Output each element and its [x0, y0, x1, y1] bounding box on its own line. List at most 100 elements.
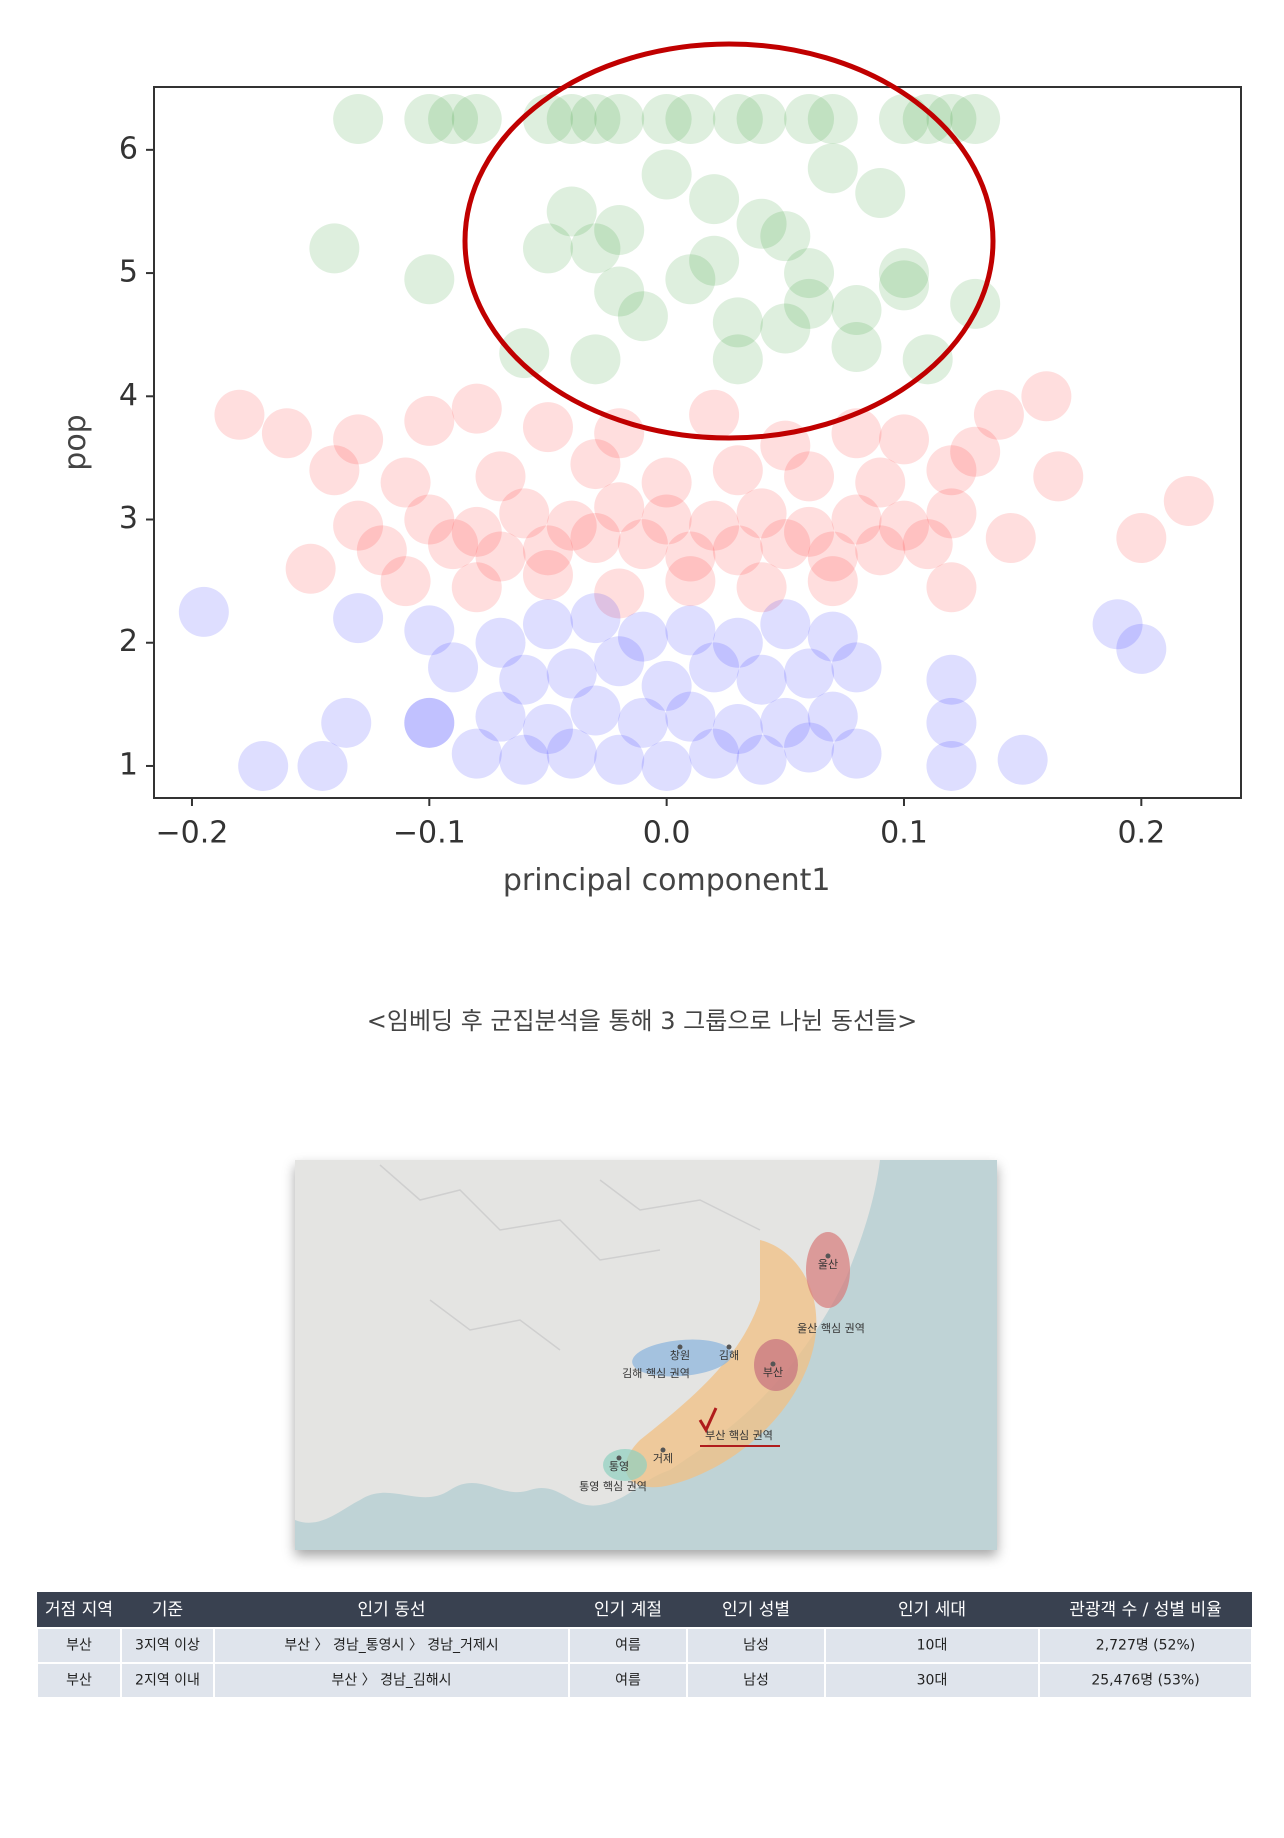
- scatter-point: [570, 223, 621, 274]
- scatter-point: [926, 445, 977, 496]
- scatter-point: [689, 500, 740, 551]
- scatter-point: [641, 457, 692, 508]
- scatter-point: [784, 506, 835, 557]
- map-label: 통영 핵심 권역: [579, 1480, 647, 1493]
- scatter-point: [261, 408, 312, 459]
- scatter-point: [641, 660, 692, 711]
- plot-frame: [153, 86, 1242, 799]
- scatter-point: [475, 531, 526, 582]
- scatter-point: [404, 395, 455, 446]
- map-label: 부산: [763, 1366, 783, 1379]
- map-region: [625, 1240, 817, 1488]
- y-tick-label: 3: [119, 501, 138, 536]
- scatter-point: [475, 451, 526, 502]
- scatter-point: [1033, 451, 1084, 502]
- scatter-point: [451, 94, 502, 145]
- scatter-point: [404, 254, 455, 305]
- x-tick-label: −0.1: [393, 816, 466, 851]
- scatter-point: [428, 642, 479, 693]
- scatter-point: [594, 204, 645, 255]
- map-dot: [616, 1455, 622, 1461]
- scatter-point: [831, 494, 882, 545]
- y-axis-label: pop: [58, 414, 93, 470]
- scatter-point: [926, 562, 977, 613]
- scatter-point: [784, 451, 835, 502]
- y-tick-label: 6: [119, 131, 138, 166]
- map-dot: [677, 1344, 683, 1350]
- table-cell: 30대: [917, 1673, 948, 1689]
- scatter-point: [522, 223, 573, 274]
- map-region: [632, 1339, 732, 1377]
- scatter-point: [451, 506, 502, 557]
- table-header-cell: 인기 성별: [722, 1600, 790, 1620]
- scatter-point: [855, 525, 906, 576]
- scatter-point: [594, 482, 645, 533]
- scatter-point: [404, 697, 455, 748]
- table-header-cell: 인기 계절: [594, 1600, 662, 1620]
- scatter-point: [831, 285, 882, 336]
- scatter-point: [807, 94, 858, 145]
- x-tick-label: 0.1: [880, 816, 928, 851]
- scatter-point: [760, 697, 811, 748]
- scatter-point: [546, 94, 597, 145]
- caption: <임베딩 후 군집분석을 통해 3 그룹으로 나뉜 동선들>: [367, 1007, 918, 1035]
- map-land: [295, 1160, 880, 1523]
- scatter-point: [522, 703, 573, 754]
- scatter-point: [499, 488, 550, 539]
- annotation-ellipse: [462, 41, 996, 441]
- scatter-point: [499, 734, 550, 785]
- table-cell-bg: [824, 1662, 1040, 1699]
- scatter-point: [641, 149, 692, 200]
- scatter-point: [985, 512, 1036, 563]
- x-tick-label: 0.0: [643, 816, 691, 851]
- scatter-point: [404, 605, 455, 656]
- scatter-point: [380, 556, 431, 607]
- scatter-point: [712, 297, 763, 348]
- table-cell: 부산: [66, 1638, 92, 1654]
- scatter-point: [878, 414, 929, 465]
- scatter-point: [570, 593, 621, 644]
- scatter-point: [784, 248, 835, 299]
- scatter-point: [973, 389, 1024, 440]
- scatter-point: [522, 549, 573, 600]
- table-cell-bg: [568, 1627, 688, 1664]
- scatter-point: [428, 519, 479, 570]
- scatter-point: [926, 740, 977, 791]
- scatter-point: [712, 445, 763, 496]
- scatter-point: [1092, 599, 1143, 650]
- scatter-point: [475, 617, 526, 668]
- scatter-point: [878, 94, 929, 145]
- y-tick-label: 4: [119, 378, 138, 413]
- scatter-point: [451, 728, 502, 779]
- scatter-point: [617, 611, 668, 662]
- table-cell: 부산 〉 경남_김해시: [331, 1673, 451, 1689]
- scatter-point: [736, 94, 787, 145]
- scatter-point: [784, 722, 835, 773]
- scatter-point: [546, 648, 597, 699]
- scatter-point: [807, 556, 858, 607]
- scatter-point: [570, 439, 621, 490]
- map-dot: [825, 1253, 831, 1259]
- scatter-point: [784, 94, 835, 145]
- x-axis-label: principal component1: [503, 863, 831, 898]
- scatter-point: [760, 211, 811, 262]
- table-cell: 2지역 이내: [135, 1673, 200, 1689]
- table-cell: 3지역 이상: [135, 1638, 200, 1654]
- scatter-point: [760, 303, 811, 354]
- scatter-point: [736, 198, 787, 249]
- table-header-bg: [37, 1592, 1252, 1628]
- scatter-point: [333, 500, 384, 551]
- scatter-point: [570, 334, 621, 385]
- scatter-point: [333, 593, 384, 644]
- scatter-point: [178, 586, 229, 637]
- scatter-point: [522, 599, 573, 650]
- scatter-point: [1116, 512, 1167, 563]
- scatter-point: [902, 94, 953, 145]
- map-dot: [726, 1344, 732, 1350]
- scatter-point: [950, 94, 1001, 145]
- map-border: [379, 1164, 761, 1351]
- scatter-point: [784, 278, 835, 329]
- table-cell: 10대: [917, 1638, 948, 1654]
- scatter-point: [831, 642, 882, 693]
